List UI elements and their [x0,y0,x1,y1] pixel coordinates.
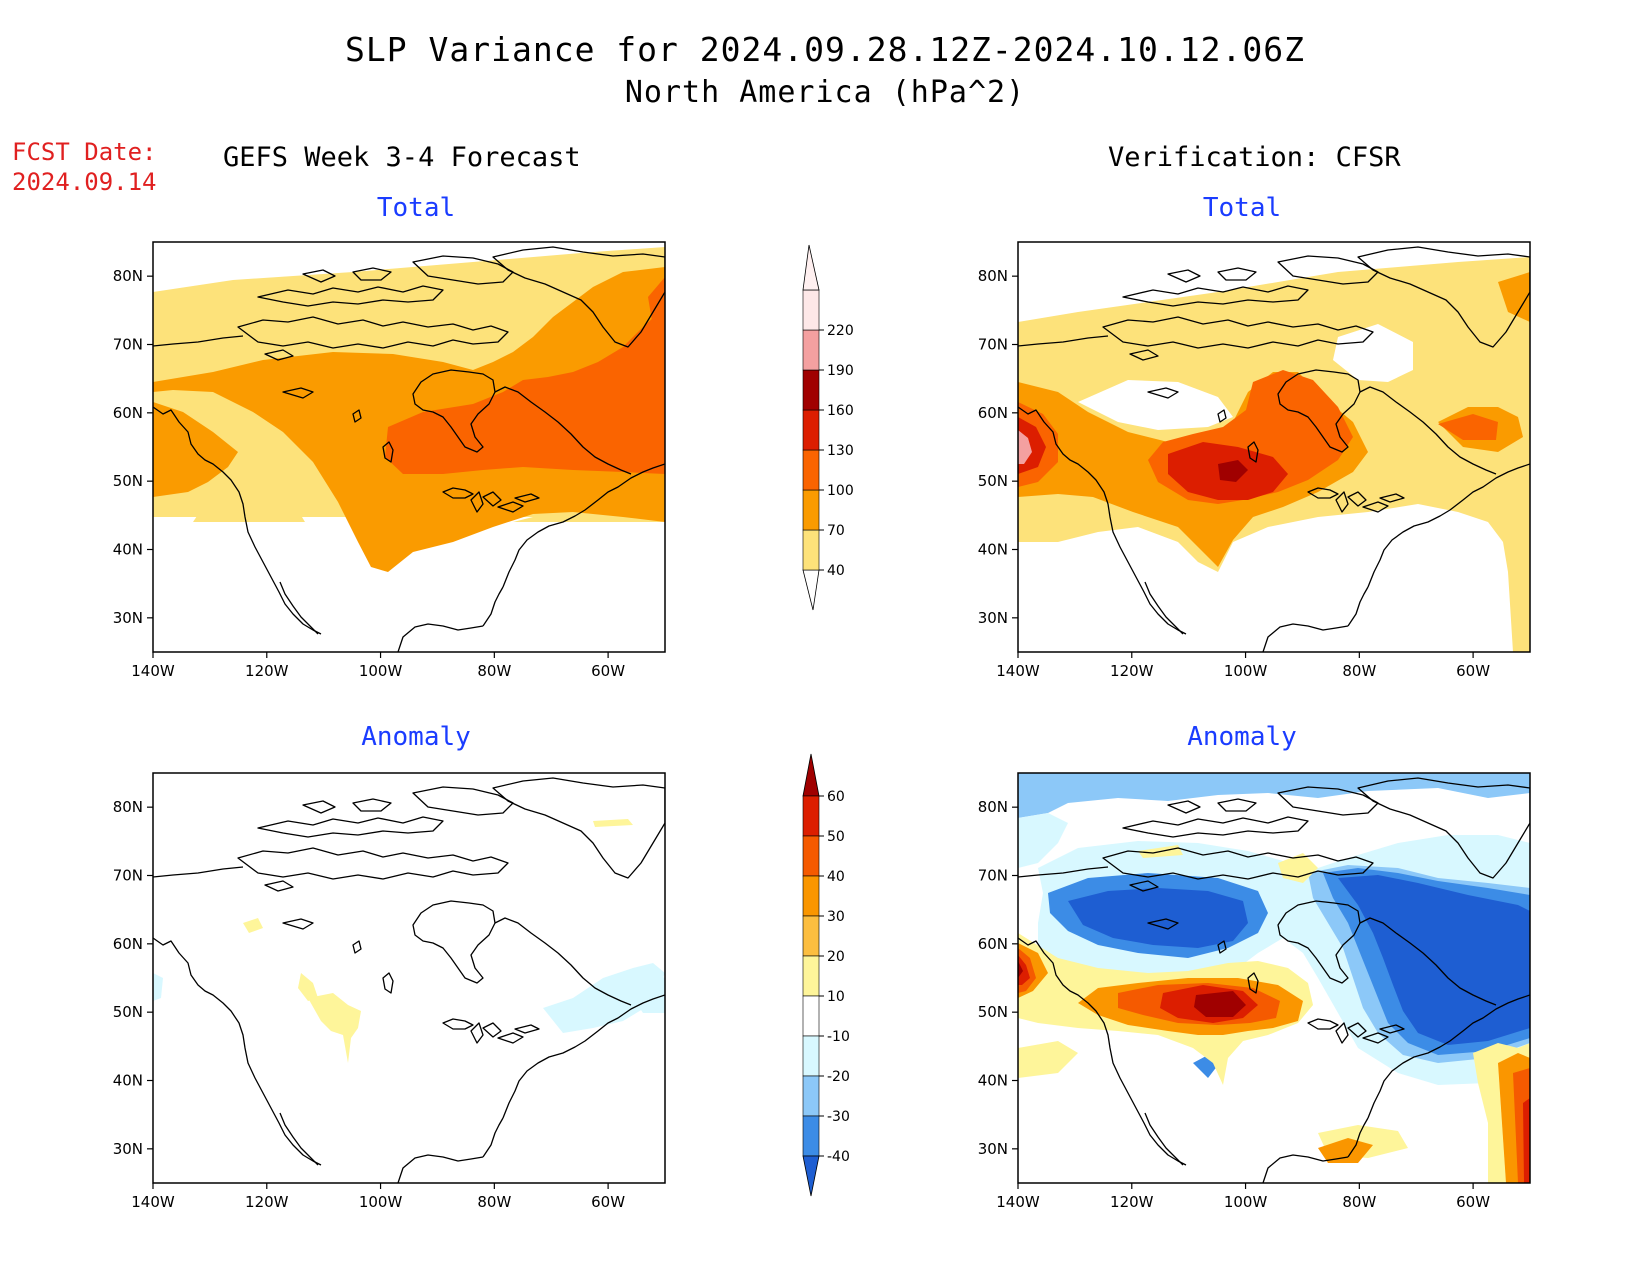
colorbar-anomaly-segment [802,875,820,917]
colorbar-anomaly-segment [802,955,820,997]
lat-tick-label: 60N [978,935,1008,953]
colorbar-anomaly-label: 50 [827,829,845,845]
colorbar-anomaly-label: 20 [827,949,845,965]
lat-tick-label: 60N [113,935,143,953]
lon-tick-label: 120W [1110,1193,1154,1211]
colorbar-total-segment [802,329,820,371]
lat-tick-label: 50N [113,472,143,490]
colorbar-total-lower-arrow [802,569,820,611]
lat-tick-label: 40N [978,1072,1008,1090]
lat-tick-label: 80N [978,267,1008,285]
panel-forecast-anomaly [152,772,666,1184]
colorbar-anomaly-label: 60 [827,789,845,805]
colorbar-anomaly-label: 40 [827,869,845,885]
colorbar-total-label: 70 [827,523,845,539]
colorbar-total-segment [802,409,820,451]
lat-tick-label: 40N [113,1072,143,1090]
lat-tick-label: 30N [113,609,143,627]
lat-tick-label: 40N [113,541,143,559]
lat-tick-label: 60N [113,404,143,422]
colorbar-anomaly-label: -20 [827,1069,850,1085]
colorbar-anomaly-upper-arrow [802,753,820,797]
colorbar-anomaly-segment [802,1075,820,1117]
colorbar-anomaly-lower-arrow [802,1155,820,1197]
panel-verification-anomaly [1017,772,1531,1184]
colorbar-total-label: 100 [827,483,854,499]
colorbar-total-segment [802,449,820,491]
chart-title: SLP Variance for 2024.09.28.12Z-2024.10.… [345,30,1305,69]
lat-tick-label: 30N [978,609,1008,627]
fcst-date-value: 2024.09.14 [12,168,157,196]
lon-tick-label: 60W [591,662,625,680]
colorbar-anomaly-segment [802,915,820,957]
lat-tick-label: 30N [113,1140,143,1158]
lat-tick-label: 70N [978,867,1008,885]
lon-tick-label: 140W [996,662,1040,680]
colorbar-total-segment [802,289,820,331]
lat-tick-label: 70N [978,336,1008,354]
panel-subtitle-forecast-anomaly: Anomaly [361,722,471,752]
lon-tick-label: 80W [1342,1193,1376,1211]
lat-tick-label: 60N [978,404,1008,422]
colorbar-anomaly-label: -40 [827,1149,850,1165]
colorbar-anomaly-label: -30 [827,1109,850,1125]
colorbar-total: 40 70 100 130 160 190 220 [802,244,854,611]
colorbar-total-segment [802,369,820,411]
lat-tick-label: 70N [113,336,143,354]
lon-tick-label: 100W [1224,662,1268,680]
lat-tick-label: 40N [978,541,1008,559]
lat-tick-label: 50N [113,1003,143,1021]
colorbar-anomaly-segment [802,835,820,877]
chart-subtitle: North America (hPa^2) [624,75,1026,110]
colorbar-anomaly-segment [802,1115,820,1157]
lon-tick-label: 60W [591,1193,625,1211]
colorbar-anomaly-segment [802,1035,820,1077]
lon-tick-label: 120W [1110,662,1154,680]
lat-tick-label: 50N [978,472,1008,490]
panel-verification-total [1017,241,1531,653]
left-column-title: GEFS Week 3-4 Forecast [223,142,581,173]
lon-tick-label: 140W [996,1193,1040,1211]
lon-tick-label: 80W [477,662,511,680]
colorbar-anomaly-segment [802,795,820,837]
colorbar-total-label: 160 [827,403,854,419]
colorbar-anomaly-label: -10 [827,1029,850,1045]
colorbar-total-label: 190 [827,363,854,379]
lon-tick-label: 100W [359,1193,403,1211]
lon-tick-label: 80W [477,1193,511,1211]
lon-tick-label: 60W [1456,662,1490,680]
lon-tick-label: 140W [131,1193,175,1211]
lat-tick-label: 70N [113,867,143,885]
panel-subtitle-verification-total: Total [1202,193,1282,223]
colorbar-total-segment [802,529,820,571]
lat-tick-label: 50N [978,1003,1008,1021]
axes-layer: 80N 70N 60N 50N 40N 30N 140W 120W 100W 80W 60W 80N 7… [113,267,1491,1211]
panel-subtitle-forecast-total: Total [376,193,456,223]
panel-subtitle-verification-anomaly: Anomaly [1187,722,1297,752]
colorbar-total-upper-arrow [802,244,820,291]
lon-tick-label: 80W [1342,662,1376,680]
lon-tick-label: 120W [245,662,289,680]
colorbar-total-label: 130 [827,443,854,459]
colorbar-total-label: 220 [827,323,854,339]
colorbar-anomaly-segment [802,995,820,1037]
lon-tick-label: 60W [1456,1193,1490,1211]
lon-tick-label: 140W [131,662,175,680]
fcst-date-label: FCST Date: [12,138,157,166]
lon-tick-label: 100W [359,662,403,680]
colorbar-total-label: 40 [827,563,845,579]
colorbar-total-segment [802,489,820,531]
panel-forecast-total [152,241,666,653]
colorbar-anomaly-label: 30 [827,909,845,925]
lat-tick-label: 30N [978,1140,1008,1158]
lat-tick-label: 80N [113,267,143,285]
colorbar-anomaly: 60 50 40 30 20 10 -10 -20 -30 -40 [802,753,850,1197]
colorbar-anomaly-label: 10 [827,989,845,1005]
lon-tick-label: 100W [1224,1193,1268,1211]
lon-tick-label: 120W [245,1193,289,1211]
lat-tick-label: 80N [978,798,1008,816]
lat-tick-label: 80N [113,798,143,816]
right-column-title: Verification: CFSR [1108,142,1401,173]
